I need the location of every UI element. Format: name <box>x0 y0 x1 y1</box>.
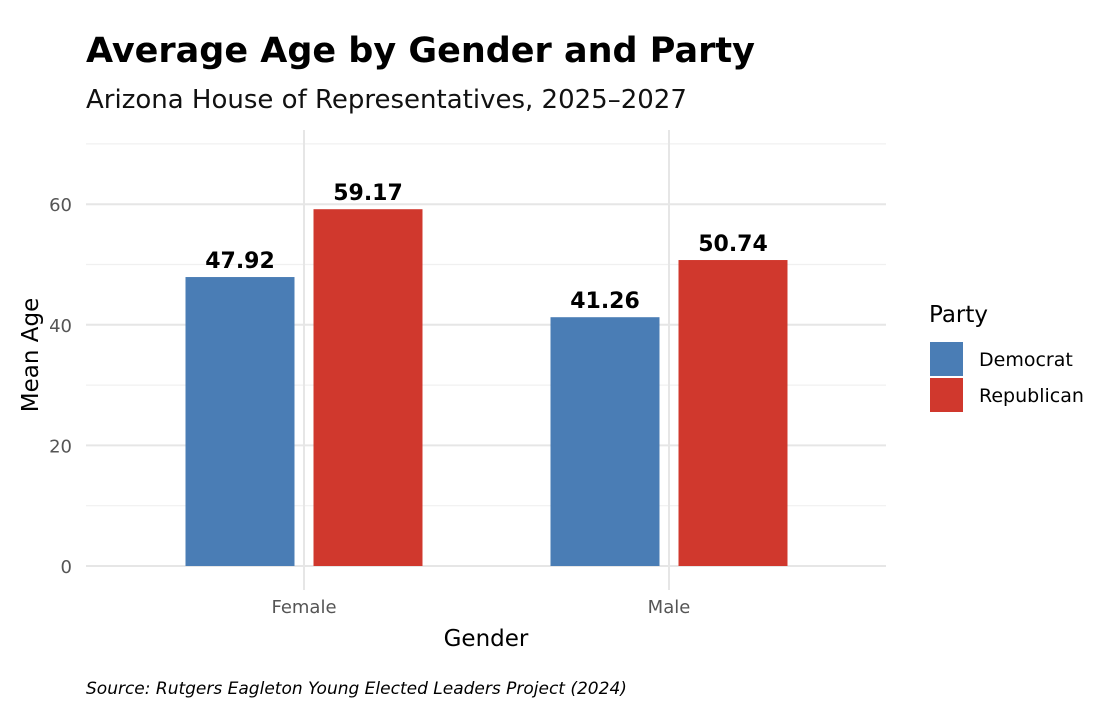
caption: Source: Rutgers Eagleton Young Elected L… <box>86 679 627 699</box>
x-tick-label: Female <box>271 597 336 618</box>
x-axis-label: Gender <box>444 626 529 652</box>
legend-swatch <box>930 342 963 376</box>
data-label: 41.26 <box>570 289 640 314</box>
y-tick-label: 0 <box>61 557 72 578</box>
legend-entry: Republican <box>979 385 1084 407</box>
data-labels: 47.92 59.17 41.26 50.74 <box>205 181 768 314</box>
legend-entry: Democrat <box>979 349 1073 371</box>
bar-democrat-male <box>550 317 660 566</box>
data-label: 50.74 <box>698 232 768 257</box>
legend: Party Democrat Republican <box>929 302 1084 412</box>
chart-title: Average Age by Gender and Party <box>86 31 755 71</box>
y-axis-label: Mean Age <box>18 298 44 412</box>
bar-republican-male <box>678 260 788 566</box>
bar-democrat-female <box>185 277 295 566</box>
y-axis-ticks: 0 20 40 60 <box>49 195 72 578</box>
data-label: 59.17 <box>333 181 403 206</box>
bars <box>185 209 788 566</box>
data-label: 47.92 <box>205 249 275 274</box>
chart-subtitle: Arizona House of Representatives, 2025–2… <box>86 85 687 115</box>
x-tick-label: Male <box>648 597 691 618</box>
x-axis-ticks: Female Male <box>271 597 690 618</box>
y-tick-label: 60 <box>49 195 72 216</box>
legend-swatch <box>930 378 963 412</box>
y-tick-label: 20 <box>49 436 72 457</box>
legend-title: Party <box>929 302 988 328</box>
y-tick-label: 40 <box>49 316 72 337</box>
bar-republican-female <box>313 209 423 566</box>
